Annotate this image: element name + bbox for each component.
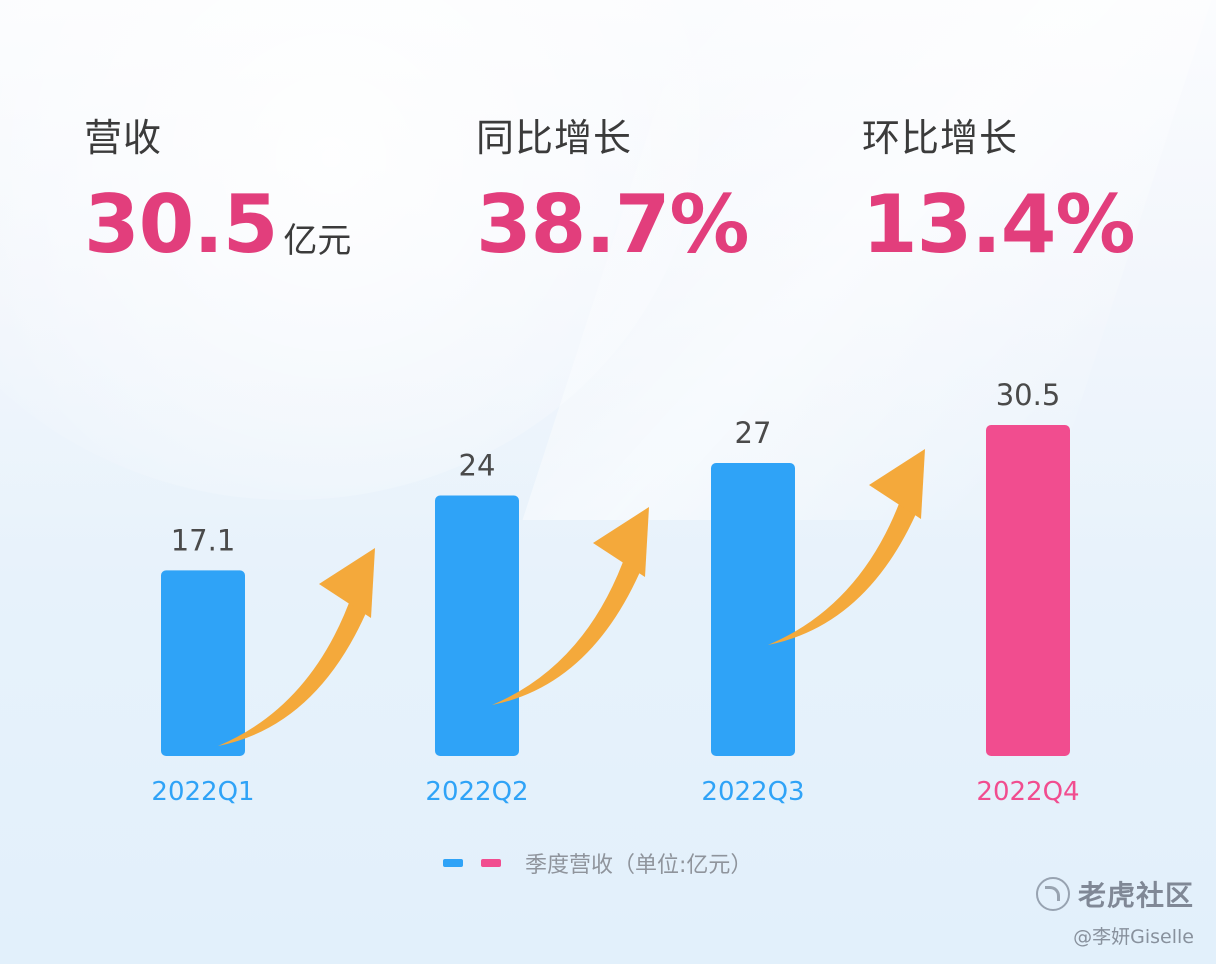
- tiger-logo-icon: [1035, 877, 1070, 911]
- bar-2022Q4: [986, 425, 1070, 756]
- kpi-label: 环比增长: [862, 116, 1019, 160]
- watermark: 老虎社区 @李妍Giselle: [1035, 874, 1194, 949]
- kpi-label: 营收: [84, 116, 163, 160]
- bar-value-label: 17.1: [171, 523, 236, 557]
- kpi-value: 30.5: [84, 178, 278, 271]
- category-label: 2022Q1: [151, 777, 254, 807]
- kpi-value: 13.4%: [862, 178, 1136, 271]
- legend-label: 季度营收（单位:亿元）: [525, 853, 753, 878]
- bar-value-label: 24: [459, 449, 496, 483]
- legend-swatch-blue: [443, 859, 463, 867]
- kpi-label: 同比增长: [476, 116, 633, 160]
- watermark-brand: 老虎社区: [1077, 879, 1194, 912]
- bar-2022Q3: [711, 462, 795, 756]
- growth-arrow: [492, 507, 649, 705]
- bar-2022Q1: [161, 570, 245, 756]
- kpi-qoq-growth: 环比增长 13.4%: [862, 112, 1136, 271]
- watermark-user: @李妍Giselle: [1073, 926, 1194, 948]
- bar-value-label: 30.5: [996, 378, 1061, 412]
- kpi-yoy-growth: 同比增长 38.7%: [476, 112, 750, 271]
- growth-arrow: [768, 449, 925, 645]
- chart-legend: 季度营收（单位:亿元）: [443, 846, 752, 880]
- kpi-value: 38.7%: [476, 178, 750, 271]
- category-label: 2022Q4: [976, 777, 1079, 807]
- kpi-revenue: 营收 30.5 亿元: [84, 112, 351, 268]
- bar-2022Q2: [435, 495, 519, 756]
- category-label: 2022Q2: [425, 777, 528, 807]
- bar-value-label: 27: [735, 416, 772, 450]
- category-label: 2022Q3: [701, 777, 804, 807]
- legend-swatch-pink: [481, 859, 501, 867]
- growth-arrow: [218, 548, 375, 746]
- kpi-unit: 亿元: [283, 221, 352, 261]
